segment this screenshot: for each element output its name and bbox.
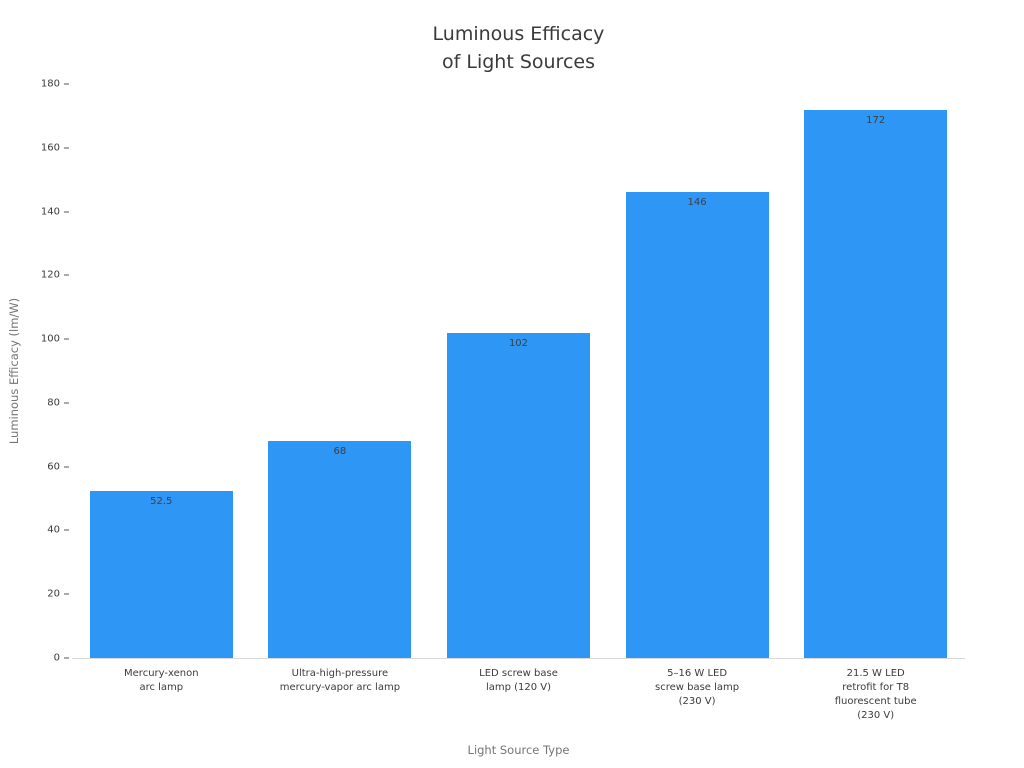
bar: 102	[447, 332, 590, 658]
bar-slot: 146	[608, 84, 787, 658]
y-axis: 0 20 40 60 80 100 120 140 160 180	[41, 79, 965, 664]
y-tick-label: 40	[47, 524, 60, 536]
bar-value-label: 52.5	[150, 495, 173, 507]
y-tick-mark	[64, 274, 69, 276]
y-tick-mark	[64, 593, 69, 595]
y-tick-mark	[64, 529, 69, 531]
y-tick-mark	[64, 83, 69, 85]
bar-value-label: 102	[508, 337, 529, 349]
y-tick: 140	[41, 206, 72, 217]
y-tick: 120	[41, 270, 72, 281]
y-tick: 20	[47, 589, 72, 600]
bar-slot: 102	[429, 84, 608, 658]
x-tick-label: Mercury-xenon arc lamp	[124, 668, 199, 693]
y-tick: 40	[47, 525, 72, 536]
bar-slot: 68	[251, 84, 430, 658]
chart-title: Luminous Efficacy of Light Sources	[432, 23, 605, 73]
x-axis-tick-labels: Mercury-xenon arc lamp Ultra-high-pressur…	[72, 658, 965, 723]
bar: 146	[625, 192, 769, 658]
y-tick-label: 180	[40, 78, 60, 90]
bars-container: 52.5 68 102 146 172	[72, 84, 965, 658]
y-tick: 80	[47, 397, 72, 408]
bar: 68	[268, 441, 412, 658]
y-tick-mark	[64, 211, 69, 213]
x-tick-label: Ultra-high-pressure mercury-vapor arc la…	[279, 668, 401, 693]
bar-slot: 52.5	[72, 84, 251, 658]
bar-value-label: 172	[866, 114, 886, 126]
y-tick-mark	[64, 466, 69, 468]
bar: 52.5	[89, 490, 233, 658]
y-tick-label: 0	[53, 652, 60, 664]
x-tick-label: 5–16 W LED screw base lamp (230 V)	[655, 668, 740, 707]
y-tick-label: 20	[47, 588, 60, 600]
y-tick-mark	[64, 147, 69, 149]
y-tick: 160	[41, 142, 72, 153]
bar-slot: 172	[786, 84, 965, 658]
y-tick-mark	[64, 402, 69, 404]
y-tick-label: 100	[40, 333, 60, 345]
y-tick: 0	[54, 653, 72, 664]
bar-value-label: 146	[687, 197, 707, 209]
x-tick-label: LED screw base lamp (120 V)	[479, 668, 558, 693]
y-tick-label: 120	[40, 269, 60, 281]
y-tick-mark	[64, 657, 69, 659]
y-tick: 100	[41, 334, 72, 345]
y-tick-mark	[64, 338, 69, 340]
y-tick: 180	[41, 79, 72, 90]
y-tick: 60	[47, 461, 72, 472]
y-tick-label: 80	[47, 397, 60, 409]
y-tick-label: 160	[40, 142, 60, 154]
y-axis-label: Luminous Efficacy (lm/W)	[7, 297, 21, 445]
plot-area: 0 20 40 60 80 100 120 140 160 180 52.5 68 102 146 172…	[41, 79, 965, 721]
y-tick-label: 60	[47, 461, 60, 473]
y-tick-label: 140	[40, 206, 60, 218]
x-tick-label: 21.5 W LED retrofit for T8 fluorescent t…	[834, 668, 917, 721]
bar: 172	[804, 109, 948, 658]
x-axis-label: Light Source Type	[467, 743, 570, 757]
bar-value-label: 68	[333, 446, 347, 458]
